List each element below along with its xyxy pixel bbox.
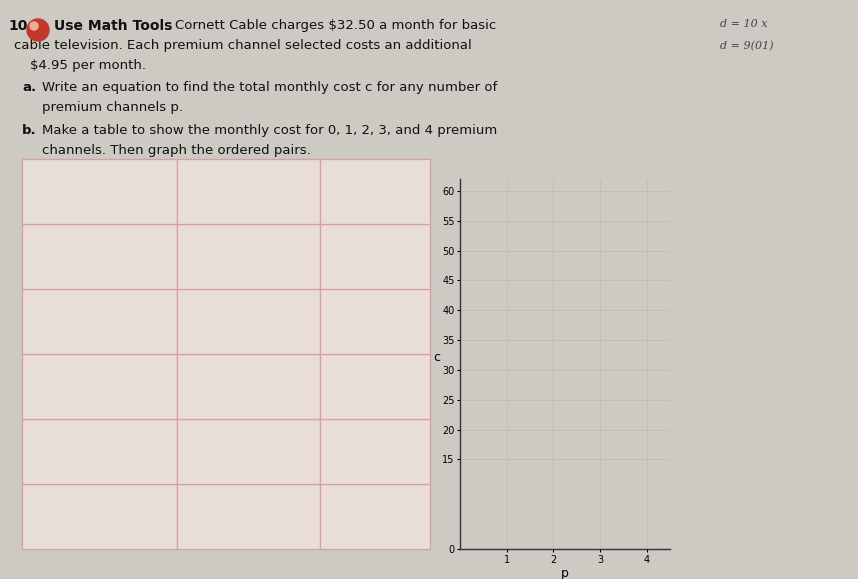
Bar: [22, 354, 177, 419]
Text: cable television. Each premium channel selected costs an additional: cable television. Each premium channel s…: [14, 39, 472, 52]
Y-axis label: c: c: [433, 351, 440, 364]
Circle shape: [30, 22, 38, 30]
Bar: [320, 484, 430, 549]
Bar: [320, 289, 430, 354]
Text: d = 10 x: d = 10 x: [720, 19, 768, 29]
Text: premium channels p.: premium channels p.: [42, 101, 183, 114]
Text: d = 9(01): d = 9(01): [720, 41, 774, 52]
Bar: [177, 354, 320, 419]
Bar: [22, 419, 177, 484]
Bar: [22, 484, 177, 549]
X-axis label: p: p: [561, 567, 569, 579]
Bar: [177, 159, 320, 224]
Circle shape: [27, 19, 49, 41]
Bar: [22, 224, 177, 289]
Bar: [177, 484, 320, 549]
Text: a.: a.: [22, 81, 36, 94]
Bar: [177, 289, 320, 354]
Bar: [22, 289, 177, 354]
Bar: [320, 159, 430, 224]
Bar: [320, 354, 430, 419]
Bar: [177, 419, 320, 484]
Text: channels. Then graph the ordered pairs.: channels. Then graph the ordered pairs.: [42, 144, 311, 157]
Text: 10.: 10.: [8, 19, 33, 33]
Bar: [22, 159, 177, 224]
Text: $4.95 per month.: $4.95 per month.: [30, 59, 146, 72]
Text: Write an equation to find the total monthly cost c for any number of: Write an equation to find the total mont…: [42, 81, 498, 94]
Bar: [320, 419, 430, 484]
Text: Make a table to show the monthly cost for 0, 1, 2, 3, and 4 premium: Make a table to show the monthly cost fo…: [42, 124, 498, 137]
Text: b.: b.: [22, 124, 37, 137]
Text: Cornett Cable charges $32.50 a month for basic: Cornett Cable charges $32.50 a month for…: [175, 19, 496, 32]
Bar: [320, 224, 430, 289]
Text: Use Math Tools: Use Math Tools: [54, 19, 172, 33]
Bar: [177, 224, 320, 289]
